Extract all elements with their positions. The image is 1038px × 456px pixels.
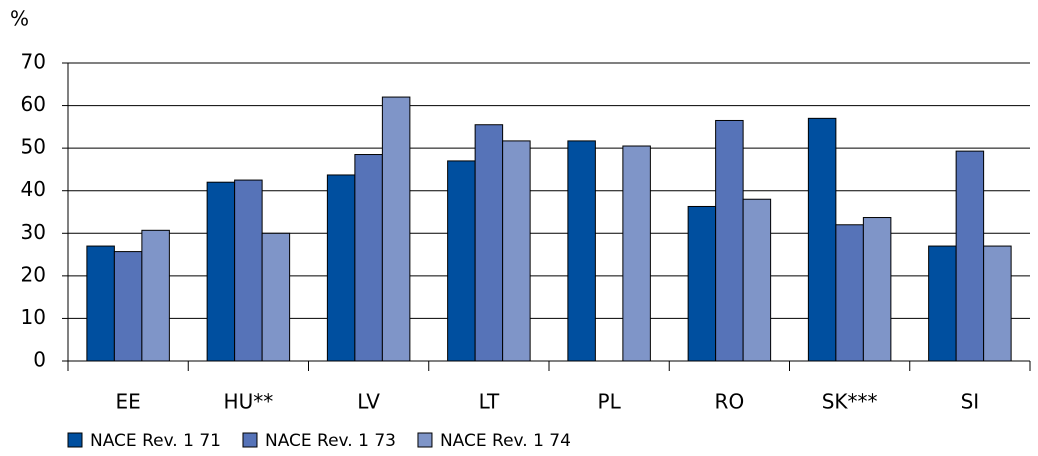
bar <box>622 145 651 362</box>
bar <box>715 119 744 362</box>
legend-label: NACE Rev. 1 74 <box>440 431 571 451</box>
bar <box>502 140 531 362</box>
x-tick-label: SI <box>961 390 980 414</box>
bar <box>742 198 772 362</box>
x-tick-label: SK*** <box>822 390 878 414</box>
legend-swatch <box>67 432 83 448</box>
bar <box>955 150 985 362</box>
y-tick-label: 0 <box>33 348 46 372</box>
y-tick-label: 70 <box>21 50 46 74</box>
x-tick-label: LV <box>357 390 380 414</box>
bar <box>983 245 1012 362</box>
bar <box>862 217 892 362</box>
legend-label: NACE Rev. 1 73 <box>265 431 396 451</box>
bar <box>447 160 476 362</box>
x-tick-label: PL <box>598 390 622 414</box>
bar <box>113 251 143 362</box>
bar <box>835 224 864 362</box>
bar <box>206 181 236 362</box>
y-tick-label: 60 <box>21 92 46 116</box>
x-tick-label: EE <box>115 390 140 414</box>
bar <box>567 140 596 362</box>
y-tick-label: 20 <box>21 262 46 286</box>
legend-swatch <box>417 432 433 448</box>
legend-label: NACE Rev. 1 71 <box>90 431 221 451</box>
bar <box>326 174 356 362</box>
x-tick-label: HU** <box>224 390 274 414</box>
y-tick-label: 30 <box>21 220 46 244</box>
legend-swatch <box>242 432 258 448</box>
x-tick-label: RO <box>715 390 745 414</box>
y-tick-label: 40 <box>21 177 46 201</box>
bar <box>381 96 411 362</box>
y-tick-label: 50 <box>21 135 46 159</box>
y-tick-label: 10 <box>21 305 46 329</box>
bar <box>474 124 504 362</box>
x-tick-label: LT <box>479 390 500 414</box>
y-axis-label: % <box>10 7 29 31</box>
bar <box>687 205 717 362</box>
bar <box>141 229 170 362</box>
bar <box>354 154 383 362</box>
bar <box>234 179 263 362</box>
bar <box>807 117 837 362</box>
bar <box>928 245 957 362</box>
bar <box>261 232 291 362</box>
bar <box>86 245 115 362</box>
